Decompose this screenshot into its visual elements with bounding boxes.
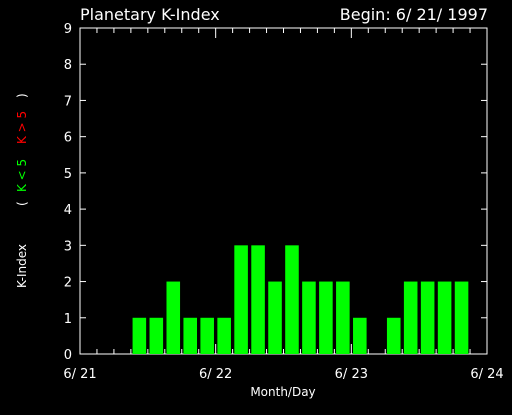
k-index-bar — [200, 317, 214, 354]
y-tick-label: 9 — [64, 22, 72, 37]
k-index-bar — [183, 317, 198, 354]
x-tick-label: 6/ 24 — [470, 367, 503, 382]
y-axis-label: K-Index — [15, 244, 29, 288]
y-tick-label: 1 — [64, 312, 72, 327]
k-index-bar — [403, 281, 418, 354]
y-legend-open: ( — [15, 201, 29, 206]
y-tick-label: 7 — [64, 94, 72, 109]
begin-date: Begin: 6/ 21/ 1997 — [340, 5, 488, 24]
k-index-bar — [132, 317, 147, 354]
y-tick-label: 0 — [64, 348, 72, 363]
k-index-bar — [353, 317, 367, 354]
k-index-bar — [149, 317, 164, 354]
y-tick-label: 6 — [64, 131, 72, 146]
y-legend-high: K > 5 — [15, 111, 29, 144]
x-axis-label: Month/Day — [250, 385, 315, 399]
k-index-bar — [336, 281, 350, 354]
x-tick-label: 6/ 23 — [335, 367, 368, 382]
x-tick-label: 6/ 21 — [63, 367, 96, 382]
k-index-bar — [285, 245, 299, 354]
plot-area: 0 1 2 3 4 5 6 7 8 9 6/ 21 6/ 22 6/ 23 6/ 24 — [63, 22, 503, 382]
y-tick-label: 2 — [64, 276, 72, 291]
k-index-bar — [454, 281, 469, 354]
y-tick-label: 4 — [64, 203, 72, 218]
chart-title: Planetary K-Index — [80, 5, 220, 24]
y-tick-label: 8 — [64, 58, 72, 73]
k-index-bar — [234, 245, 248, 354]
k-index-bar — [268, 281, 282, 354]
y-axis-label-group: K-Index ( K < 5 K > 5 ) — [15, 93, 29, 288]
x-tick-label: 6/ 22 — [199, 367, 232, 382]
y-legend-close: ) — [15, 93, 29, 98]
k-index-bar — [437, 281, 452, 354]
k-index-bar — [217, 317, 231, 354]
y-tick-label: 5 — [64, 167, 72, 182]
k-index-bar — [386, 317, 401, 354]
k-index-bar — [302, 281, 316, 354]
k-index-bar — [251, 245, 265, 354]
y-legend-low: K < 5 — [15, 159, 29, 192]
k-index-bar — [319, 281, 333, 354]
y-tick-label: 3 — [64, 239, 72, 254]
k-index-bar — [166, 281, 181, 354]
k-index-bar — [420, 281, 435, 354]
